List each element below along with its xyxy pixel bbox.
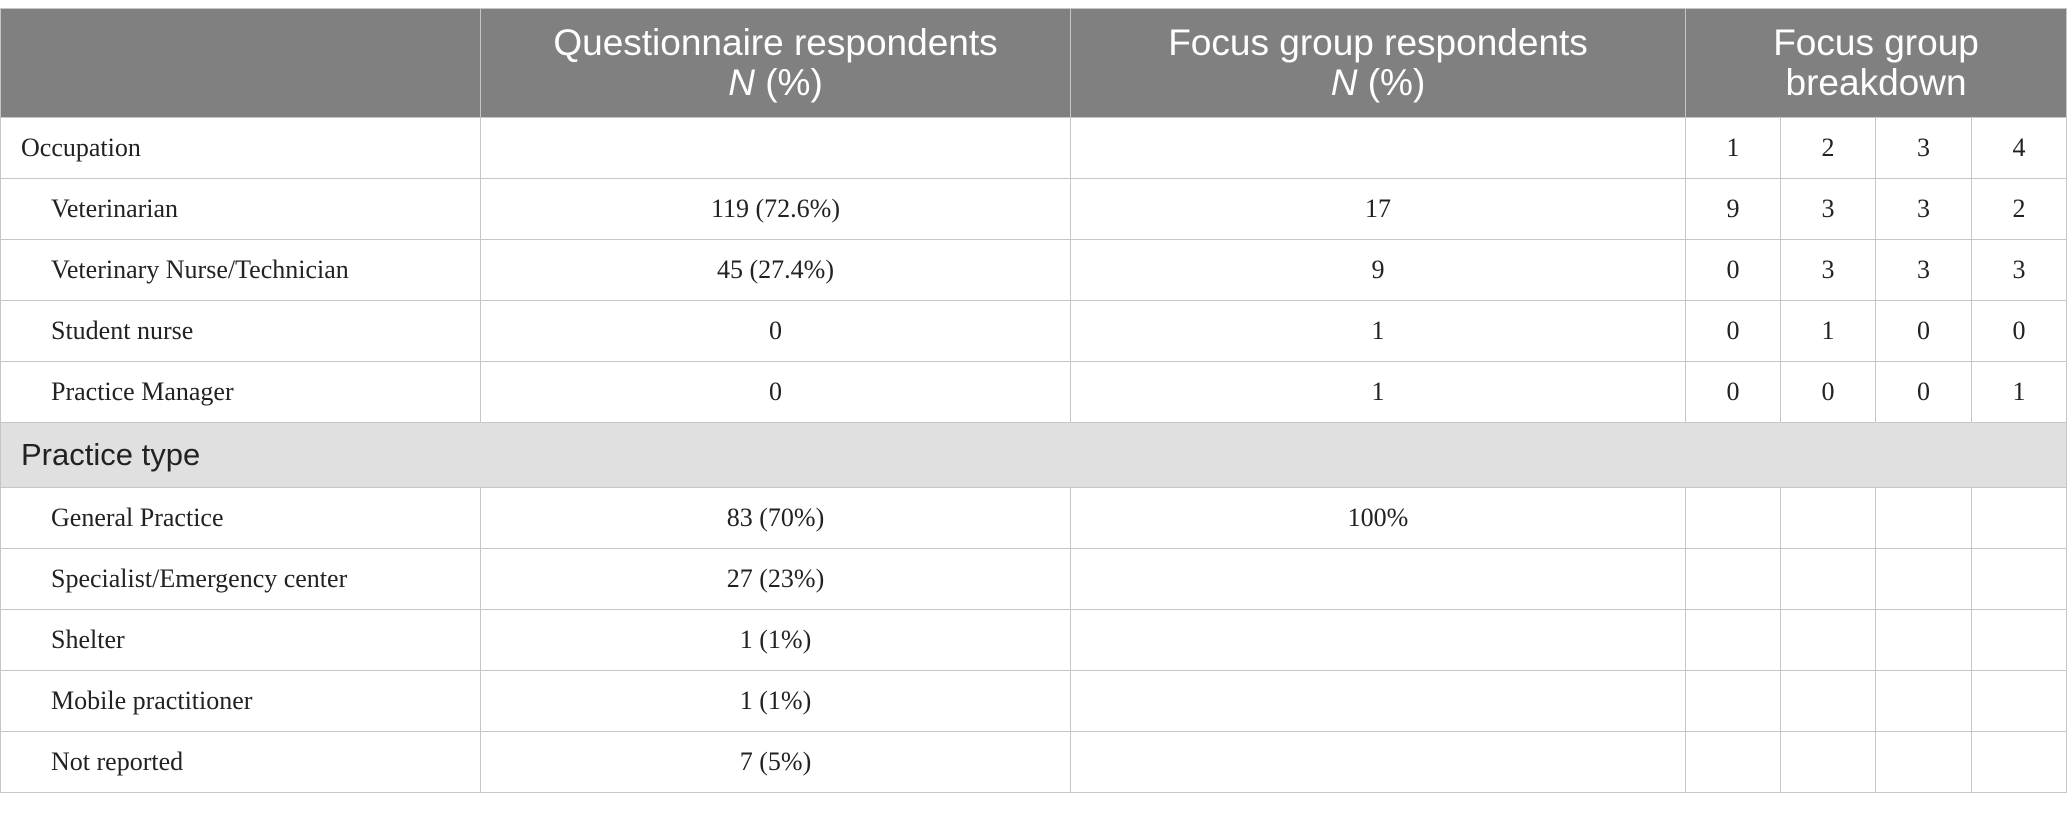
table-cell [1875,731,1972,793]
header-questionnaire-unit: N (%) [728,62,823,103]
table-row: Student nurse 0 1 0 1 0 0 [0,300,2067,362]
questionnaire-value: 45 (27.4%) [480,239,1071,301]
table-row: Veterinary Nurse/Technician 45 (27.4%) 9… [0,239,2067,301]
focus-value: 1 [1070,300,1686,362]
focus-value [1070,548,1686,610]
group-value: 1 [1970,361,2067,423]
table-cell [1780,548,1876,610]
group-value: 0 [1875,300,1972,362]
group-value: 3 [1780,239,1876,301]
questionnaire-value: 0 [480,361,1071,423]
group-value: 0 [1685,300,1781,362]
row-label: General Practice [0,487,481,549]
group-value: 0 [1685,239,1781,301]
table-body: Occupation 1 2 3 4 Veterinarian 119 (72.… [0,117,2067,793]
header-empty-cell [0,8,481,118]
questionnaire-value: 1 (1%) [480,609,1071,671]
table-cell [1970,548,2067,610]
table-row: Specialist/Emergency center 27 (23%) [0,548,2067,610]
table-row: Practice Manager 0 1 0 0 0 1 [0,361,2067,423]
group-number-3: 3 [1875,117,1972,179]
table-cell [1875,609,1972,671]
row-label: Mobile practitioner [0,670,481,732]
group-value: 0 [1970,300,2067,362]
row-label: Shelter [0,609,481,671]
row-label: Practice Manager [0,361,481,423]
table-row: Mobile practitioner 1 (1%) [0,670,2067,732]
group-value: 2 [1970,178,2067,240]
table-cell [1875,487,1972,549]
table-cell [1780,670,1876,732]
table-cell [1780,609,1876,671]
row-label: Veterinarian [0,178,481,240]
header-breakdown: Focus group breakdown [1684,8,2067,118]
questionnaire-value: 1 (1%) [480,670,1071,732]
row-label: Not reported [0,731,481,793]
table-cell [1685,487,1781,549]
table-cell [1685,548,1781,610]
respondents-table: Questionnaire respondents N (%) Focus gr… [0,8,2067,793]
group-number-4: 4 [1970,117,2067,179]
questionnaire-value: 83 (70%) [480,487,1071,549]
group-number-1: 1 [1685,117,1781,179]
group-value: 3 [1875,239,1972,301]
row-label: Veterinary Nurse/Technician [0,239,481,301]
questionnaire-value: 119 (72.6%) [480,178,1071,240]
group-value: 0 [1685,361,1781,423]
row-label: Student nurse [0,300,481,362]
header-row: Questionnaire respondents N (%) Focus gr… [0,8,2067,118]
table-row: Veterinarian 119 (72.6%) 17 9 3 3 2 [0,178,2067,240]
header-questionnaire: Questionnaire respondents N (%) [480,8,1071,118]
group-value: 3 [1970,239,2067,301]
table-row: Not reported 7 (5%) [0,731,2067,793]
group-value: 0 [1780,361,1876,423]
section-row-practice-type: Practice type [0,422,2067,488]
header-focus-title: Focus group respondents [1168,22,1588,63]
table-cell [1875,670,1972,732]
table-cell [1685,731,1781,793]
header-focus-unit: N (%) [1330,62,1426,103]
group-number-2: 2 [1780,117,1876,179]
group-value: 1 [1780,300,1876,362]
table-row-occupation: Occupation 1 2 3 4 [0,117,2067,179]
row-label: Specialist/Emergency center [0,548,481,610]
group-value: 3 [1875,178,1972,240]
table-cell [1070,117,1686,179]
focus-value [1070,731,1686,793]
header-questionnaire-title: Questionnaire respondents [553,22,998,63]
table-header: Questionnaire respondents N (%) Focus gr… [0,8,2067,118]
focus-value: 100% [1070,487,1686,549]
table-cell [1970,609,2067,671]
group-value: 0 [1875,361,1972,423]
focus-value [1070,609,1686,671]
focus-value: 1 [1070,361,1686,423]
table-cell [1970,670,2067,732]
header-breakdown-line1: Focus group [1773,22,1979,63]
group-value: 3 [1780,178,1876,240]
focus-value [1070,670,1686,732]
table-cell [480,117,1071,179]
table-cell [1780,487,1876,549]
group-value: 9 [1685,178,1781,240]
questionnaire-value: 7 (5%) [480,731,1071,793]
header-focus-group: Focus group respondents N (%) [1070,8,1686,118]
table-cell [1875,548,1972,610]
table-cell [1780,731,1876,793]
header-breakdown-line2: breakdown [1785,62,1967,103]
table-row: General Practice 83 (70%) 100% [0,487,2067,549]
focus-value: 9 [1070,239,1686,301]
table-cell [1970,487,2067,549]
questionnaire-value: 0 [480,300,1071,362]
table-cell [1685,670,1781,732]
section-heading: Practice type [0,422,2067,488]
table-cell [1970,731,2067,793]
table-row: Shelter 1 (1%) [0,609,2067,671]
focus-value: 17 [1070,178,1686,240]
occupation-label: Occupation [0,117,481,179]
questionnaire-value: 27 (23%) [480,548,1071,610]
table-cell [1685,609,1781,671]
